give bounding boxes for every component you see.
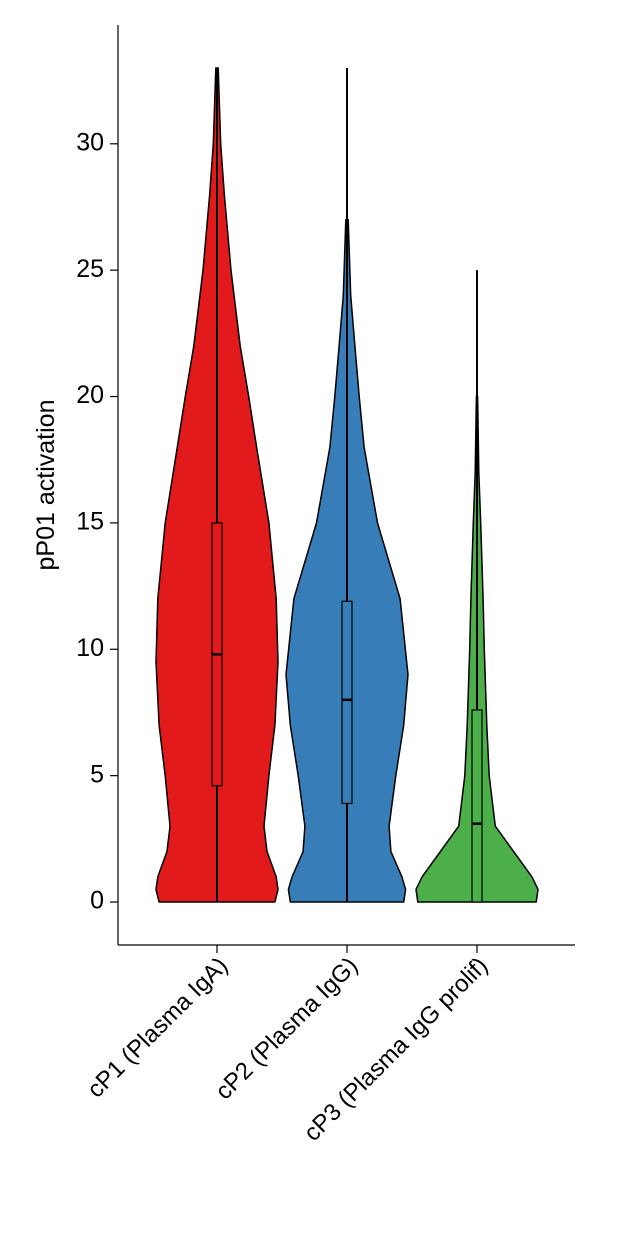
y-tick-label: 25	[76, 255, 104, 283]
y-axis-title: pP01 activation	[32, 400, 60, 571]
y-tick-label: 20	[76, 381, 104, 409]
x-tick-label: cP2 (Plasma IgG)	[210, 952, 363, 1105]
y-tick-label: 5	[90, 760, 104, 788]
y-tick-label: 10	[76, 634, 104, 662]
x-tick-label: cP1 (Plasma IgA)	[82, 952, 233, 1103]
y-tick-label: 0	[90, 887, 104, 915]
y-tick-label: 30	[76, 128, 104, 156]
box	[471, 709, 483, 903]
box	[341, 600, 353, 805]
y-tick-label: 15	[76, 508, 104, 536]
